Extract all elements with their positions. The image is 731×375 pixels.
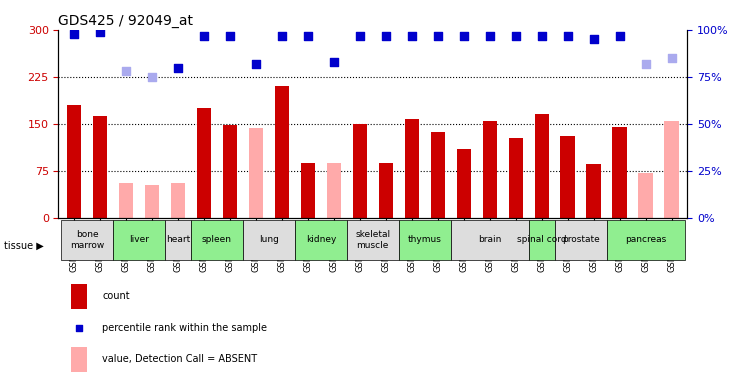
Text: liver: liver bbox=[129, 236, 149, 244]
Bar bbox=[71, 284, 87, 309]
Bar bbox=[482, 121, 497, 218]
FancyBboxPatch shape bbox=[555, 220, 607, 260]
FancyBboxPatch shape bbox=[346, 220, 399, 260]
FancyBboxPatch shape bbox=[295, 220, 346, 260]
Point bbox=[536, 33, 548, 39]
FancyBboxPatch shape bbox=[113, 220, 165, 260]
Text: skeletal
muscle: skeletal muscle bbox=[355, 230, 390, 250]
FancyBboxPatch shape bbox=[399, 220, 451, 260]
Point bbox=[432, 33, 444, 39]
Bar bbox=[586, 164, 601, 218]
Point bbox=[250, 61, 262, 67]
Text: tissue ▶: tissue ▶ bbox=[4, 241, 43, 250]
Point bbox=[380, 33, 392, 39]
Point bbox=[224, 33, 236, 39]
Point bbox=[120, 68, 132, 74]
Point bbox=[640, 61, 651, 67]
Bar bbox=[405, 119, 419, 218]
Point bbox=[276, 33, 288, 39]
FancyBboxPatch shape bbox=[61, 220, 113, 260]
Bar bbox=[249, 128, 263, 217]
Text: lung: lung bbox=[259, 236, 279, 244]
Point bbox=[458, 33, 469, 39]
Point bbox=[172, 64, 183, 70]
FancyBboxPatch shape bbox=[529, 220, 555, 260]
Bar bbox=[223, 125, 237, 217]
Text: brain: brain bbox=[478, 236, 501, 244]
Point bbox=[68, 31, 80, 37]
Bar bbox=[638, 172, 653, 217]
Point bbox=[406, 33, 417, 39]
Text: value, Detection Call = ABSENT: value, Detection Call = ABSENT bbox=[102, 354, 257, 364]
Point bbox=[198, 33, 210, 39]
Bar bbox=[327, 162, 341, 218]
Text: percentile rank within the sample: percentile rank within the sample bbox=[102, 323, 268, 333]
Text: GDS425 / 92049_at: GDS425 / 92049_at bbox=[58, 13, 194, 28]
Bar bbox=[171, 183, 185, 218]
Point bbox=[666, 55, 678, 61]
Text: bone
marrow: bone marrow bbox=[70, 230, 105, 250]
Text: kidney: kidney bbox=[306, 236, 336, 244]
FancyBboxPatch shape bbox=[451, 220, 529, 260]
FancyBboxPatch shape bbox=[165, 220, 191, 260]
Text: spleen: spleen bbox=[202, 236, 232, 244]
Point bbox=[328, 59, 340, 65]
Point bbox=[94, 29, 106, 35]
Point bbox=[484, 33, 496, 39]
Bar bbox=[67, 105, 81, 218]
Point bbox=[510, 33, 521, 39]
Bar bbox=[561, 136, 575, 218]
Point bbox=[562, 33, 574, 39]
Bar bbox=[431, 132, 445, 218]
Bar bbox=[352, 124, 367, 218]
Text: prostate: prostate bbox=[561, 236, 599, 244]
Text: thymus: thymus bbox=[408, 236, 442, 244]
FancyBboxPatch shape bbox=[191, 220, 243, 260]
FancyBboxPatch shape bbox=[243, 220, 295, 260]
Point bbox=[614, 33, 626, 39]
Bar bbox=[613, 127, 626, 218]
Text: pancreas: pancreas bbox=[625, 236, 666, 244]
Bar bbox=[300, 162, 315, 218]
Bar bbox=[379, 162, 393, 218]
Bar bbox=[71, 346, 87, 372]
FancyBboxPatch shape bbox=[607, 220, 684, 260]
Point bbox=[588, 36, 599, 42]
Bar bbox=[275, 86, 289, 218]
Point bbox=[146, 74, 158, 80]
Bar bbox=[119, 183, 133, 218]
Text: heart: heart bbox=[166, 236, 190, 244]
Bar bbox=[509, 138, 523, 218]
Text: count: count bbox=[102, 291, 130, 301]
Text: spinal cord: spinal cord bbox=[517, 236, 567, 244]
Bar bbox=[93, 116, 107, 218]
Bar bbox=[534, 114, 549, 218]
Bar bbox=[145, 185, 159, 218]
Bar bbox=[197, 108, 211, 218]
Bar bbox=[664, 121, 678, 218]
Point bbox=[354, 33, 366, 39]
Point bbox=[302, 33, 314, 39]
Bar bbox=[457, 149, 471, 217]
